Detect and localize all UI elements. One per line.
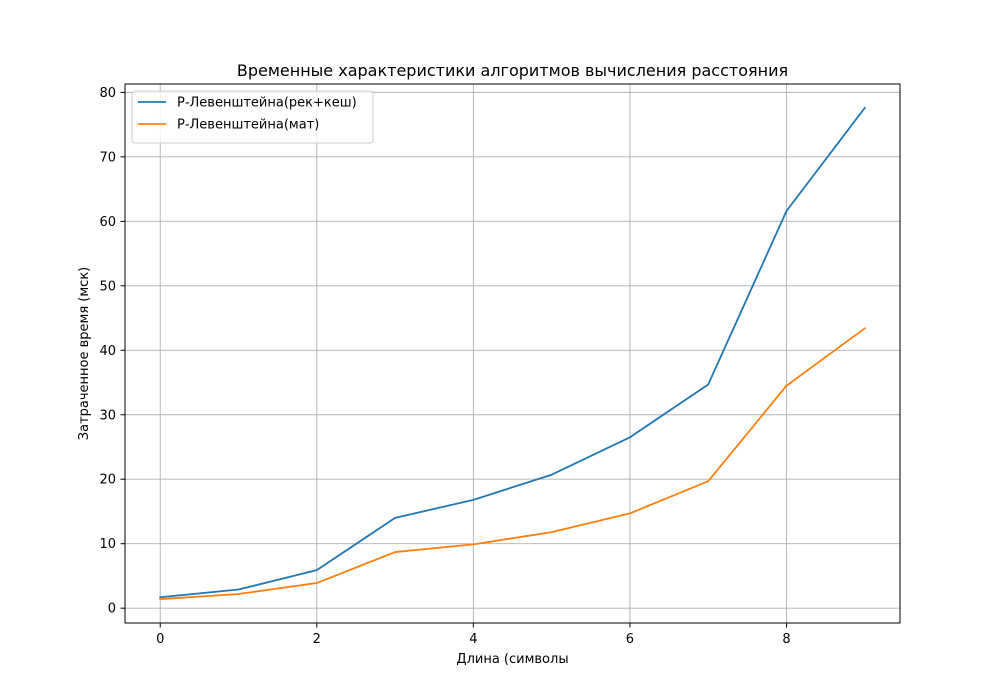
chart-title: Временные характеристики алгоритмов вычи… xyxy=(237,61,788,80)
x-tick-label: 0 xyxy=(156,632,164,647)
legend-label: Р-Левенштейна(рек+кеш) xyxy=(177,96,357,111)
y-tick-label: 20 xyxy=(99,473,116,488)
y-tick-label: 60 xyxy=(99,215,116,230)
y-tick-label: 10 xyxy=(99,537,116,552)
series-line-1 xyxy=(159,106,867,599)
y-tick-label: 70 xyxy=(99,150,116,165)
axes-frame xyxy=(124,83,901,624)
y-tick-label: 40 xyxy=(99,344,116,359)
series-lines xyxy=(159,106,867,601)
y-tick-label: 50 xyxy=(99,279,116,294)
y-tick-label: 30 xyxy=(99,408,116,423)
x-tick-label: 8 xyxy=(782,632,790,647)
x-tick-label: 2 xyxy=(313,632,321,647)
x-axis-label: Длина (символы xyxy=(456,652,568,667)
grid xyxy=(125,84,900,623)
y-tick-label: 0 xyxy=(108,602,116,617)
x-tick-label: 6 xyxy=(626,632,634,647)
y-tick-label: 80 xyxy=(99,86,116,101)
legend-label: Р-Левенштейна(мат) xyxy=(177,118,319,133)
legend: Р-Левенштейна(рек+кеш) Р-Левенштейна(мат) xyxy=(131,90,374,144)
series-line-2 xyxy=(159,327,867,601)
legend-box xyxy=(131,90,374,144)
x-tick-label: 4 xyxy=(469,632,477,647)
y-axis-label: Затраченное время (мск) xyxy=(77,267,92,440)
